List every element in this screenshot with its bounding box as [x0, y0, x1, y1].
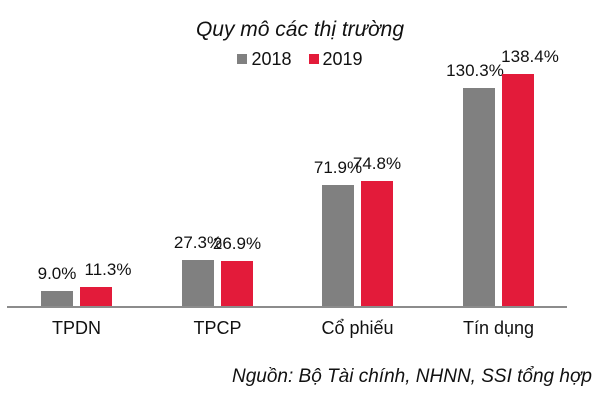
legend-swatch-2019: [308, 54, 319, 64]
legend: 2018 2019: [0, 48, 600, 70]
x-axis-line: [7, 306, 567, 308]
bar-2019: [80, 287, 112, 306]
value-label: 27.3%: [173, 233, 223, 252]
source-note: Nguồn: Bộ Tài chính, NHNN, SSI tổng hợp: [232, 366, 592, 387]
legend-swatch-2018: [237, 54, 248, 64]
value-label: 9.0%: [37, 264, 77, 283]
bar-2019: [502, 74, 534, 306]
legend-item-2019: 2019: [308, 48, 363, 70]
category-label: Cổ phiếu: [321, 318, 394, 338]
value-label: 11.3%: [84, 260, 132, 279]
legend-label-2018: 2018: [251, 48, 292, 69]
value-label: 74.8%: [352, 154, 402, 173]
legend-item-2018: 2018: [237, 49, 291, 70]
bar-2018: [41, 291, 73, 306]
category-label: TPCP: [193, 318, 242, 338]
bar-2019: [221, 261, 253, 306]
legend-label-2019: 2019: [322, 48, 363, 69]
category-label: Tín dụng: [462, 318, 535, 338]
bar-2018: [182, 260, 214, 306]
bar-2018: [322, 185, 354, 306]
bar-2019: [361, 181, 393, 306]
value-label: 138.4%: [501, 47, 559, 66]
chart-title: Quy mô các thị trường: [195, 18, 405, 41]
value-label: 26.9%: [212, 234, 262, 253]
bar-2018: [463, 88, 495, 306]
value-label: 130.3%: [446, 61, 504, 80]
value-label: 71.9%: [313, 158, 363, 177]
category-label: TPDN: [52, 318, 101, 338]
